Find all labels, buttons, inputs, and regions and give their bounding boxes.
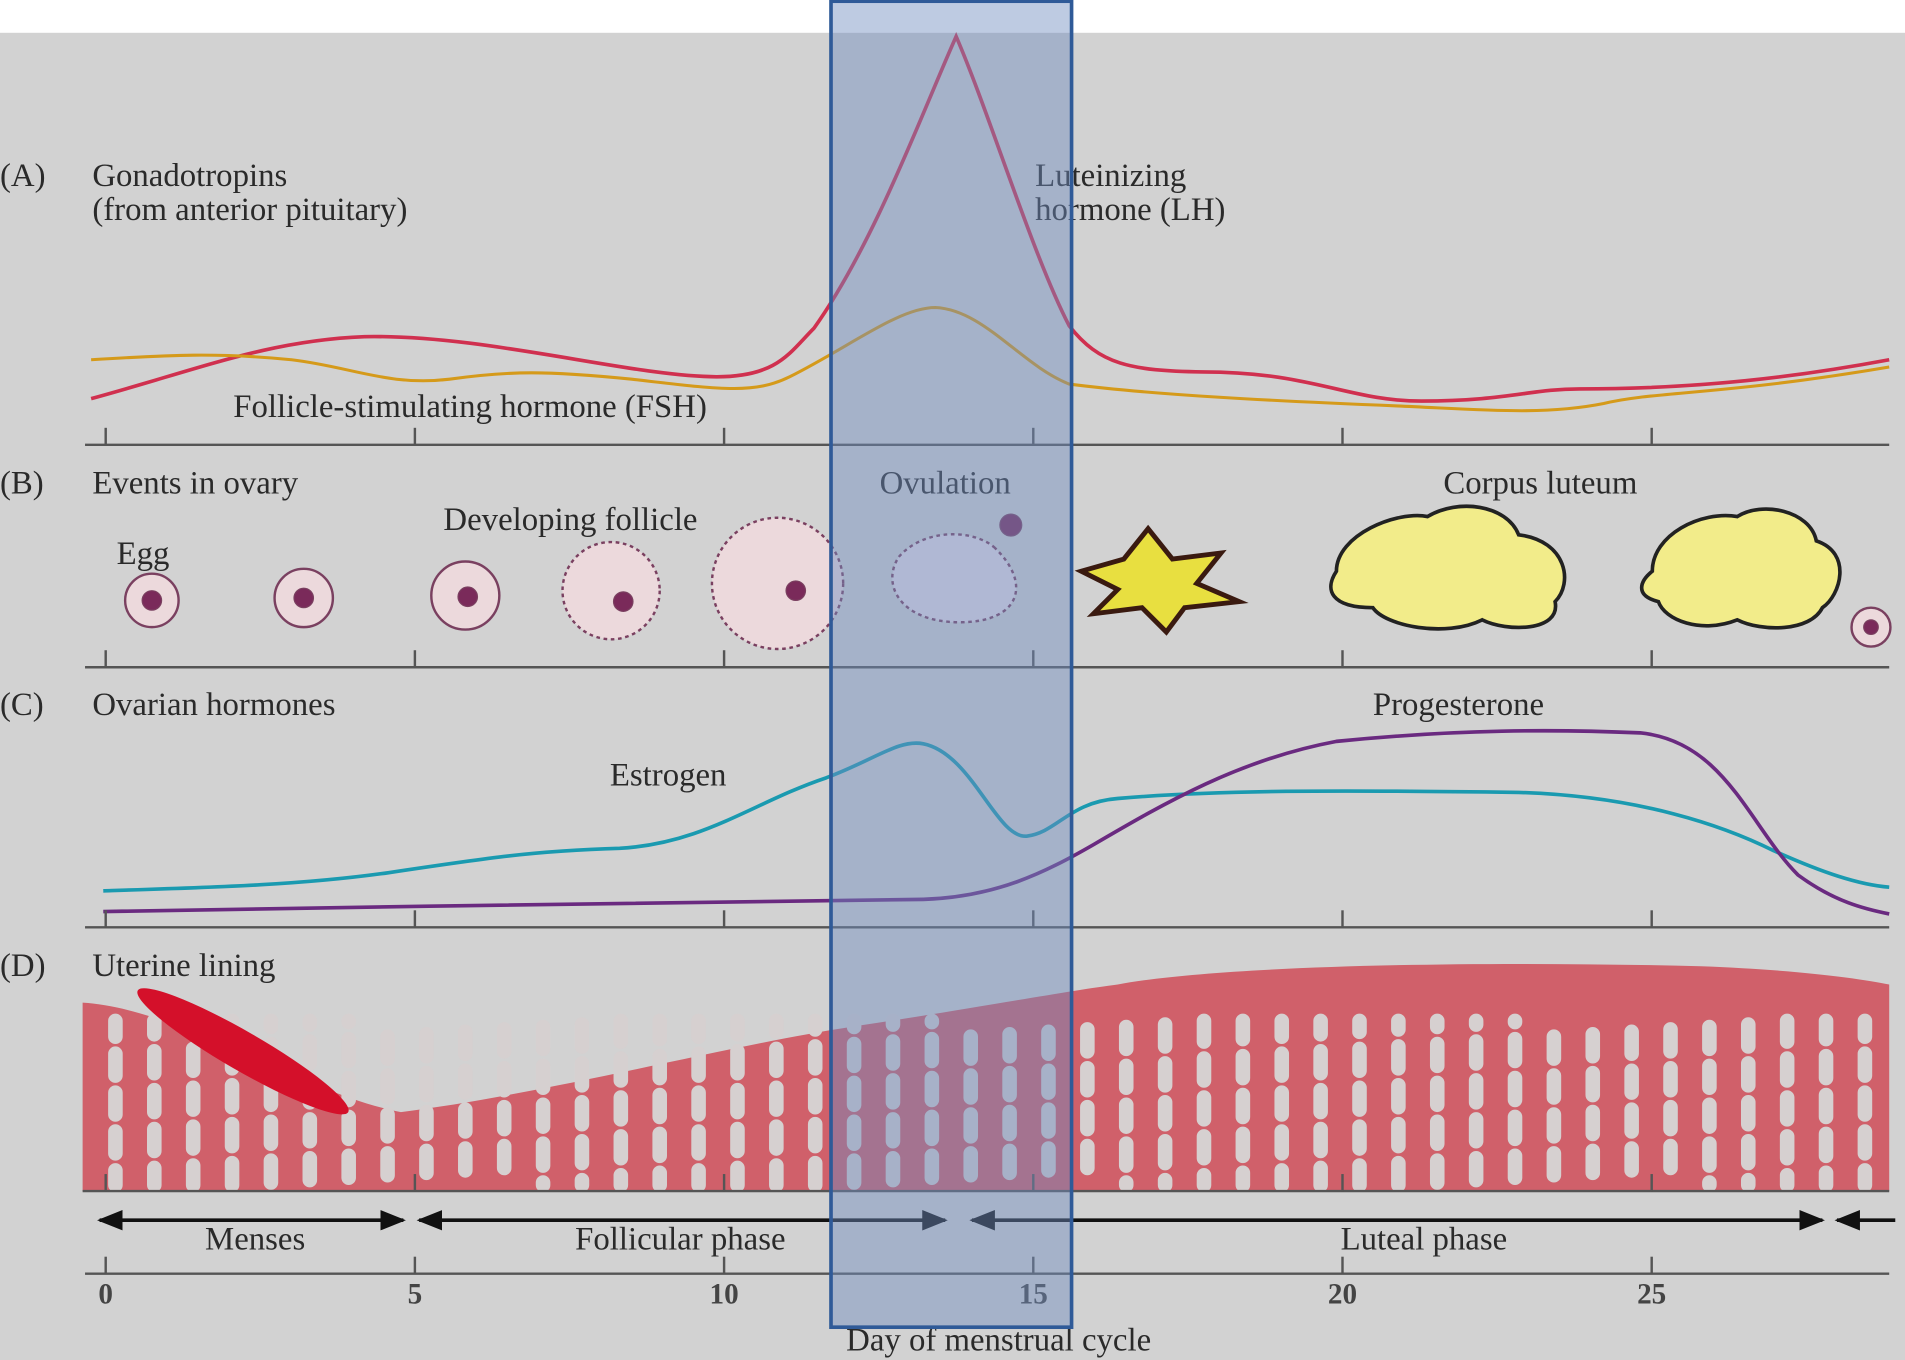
panel-letter: (D) (0, 948, 46, 984)
phase-label: Follicular phase (575, 1222, 785, 1258)
panel-letter: (C) (0, 687, 44, 723)
phase-label: Luteal phase (1341, 1222, 1508, 1258)
panel-subtitle: (from anterior pituitary) (92, 192, 407, 228)
corpus-luteum-label: Corpus luteum (1443, 466, 1637, 502)
panel-letter: (A) (0, 158, 46, 194)
tick-label: 0 (98, 1278, 113, 1310)
panel-title: Gonadotropins (92, 158, 287, 194)
panel-letter: (B) (0, 466, 44, 502)
tick-label: 10 (710, 1278, 739, 1310)
tick-label: 25 (1637, 1278, 1666, 1310)
estrogen-label: Estrogen (610, 757, 727, 793)
menstrual-cycle-diagram: (A) Gonadotropins (from anterior pituita… (0, 0, 1905, 1360)
progesterone-label: Progesterone (1373, 687, 1544, 723)
phase-label: Menses (205, 1222, 305, 1258)
panel-title: Ovarian hormones (92, 687, 335, 723)
ovulation-highlight (831, 1, 1072, 1327)
tick-label: 20 (1328, 1278, 1357, 1310)
panel-title: Uterine lining (92, 948, 275, 984)
tick-label: 5 (408, 1278, 423, 1310)
panel-title: Events in ovary (92, 466, 298, 502)
fsh-label: Follicle-stimulating hormone (FSH) (233, 389, 707, 425)
follicle-label: Developing follicle (443, 502, 697, 538)
egg-label: Egg (117, 536, 170, 572)
